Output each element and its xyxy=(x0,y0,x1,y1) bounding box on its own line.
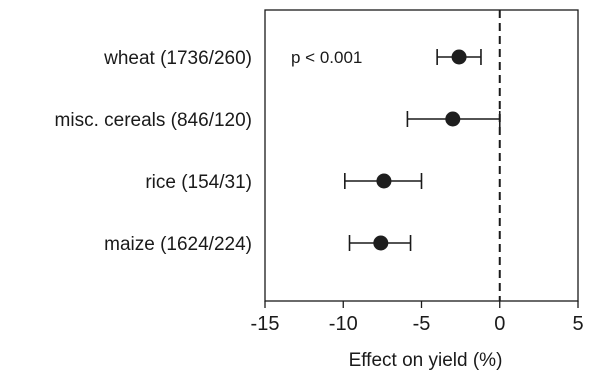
category-label: misc. cereals (846/120) xyxy=(55,110,252,131)
p-value-annotation: p < 0.001 xyxy=(291,48,362,67)
x-tick-label: -10 xyxy=(329,313,358,335)
x-tick-label: -15 xyxy=(251,313,280,335)
x-axis: -15 -10 -5 0 5 xyxy=(251,301,584,335)
category-labels: wheat (1736/260) misc. cereals (846/120) r… xyxy=(55,48,252,255)
x-axis-title: Effect on yield (%) xyxy=(349,350,503,371)
forest-row xyxy=(436,49,482,65)
forest-row xyxy=(348,235,412,251)
category-label: rice (154/31) xyxy=(145,172,252,193)
forest-row xyxy=(344,173,423,189)
annotations: p < 0.001 xyxy=(291,48,362,67)
forest-row xyxy=(406,111,501,127)
estimate-marker xyxy=(373,235,389,251)
x-tick-label: 0 xyxy=(494,313,505,335)
category-label: wheat (1736/260) xyxy=(103,48,252,69)
forest-rows xyxy=(344,49,501,251)
x-tick-label: 5 xyxy=(572,313,583,335)
estimate-marker xyxy=(445,111,461,127)
x-tick-label: -5 xyxy=(413,313,431,335)
estimate-marker xyxy=(376,173,392,189)
category-label: maize (1624/224) xyxy=(104,234,252,255)
estimate-marker xyxy=(451,49,467,65)
